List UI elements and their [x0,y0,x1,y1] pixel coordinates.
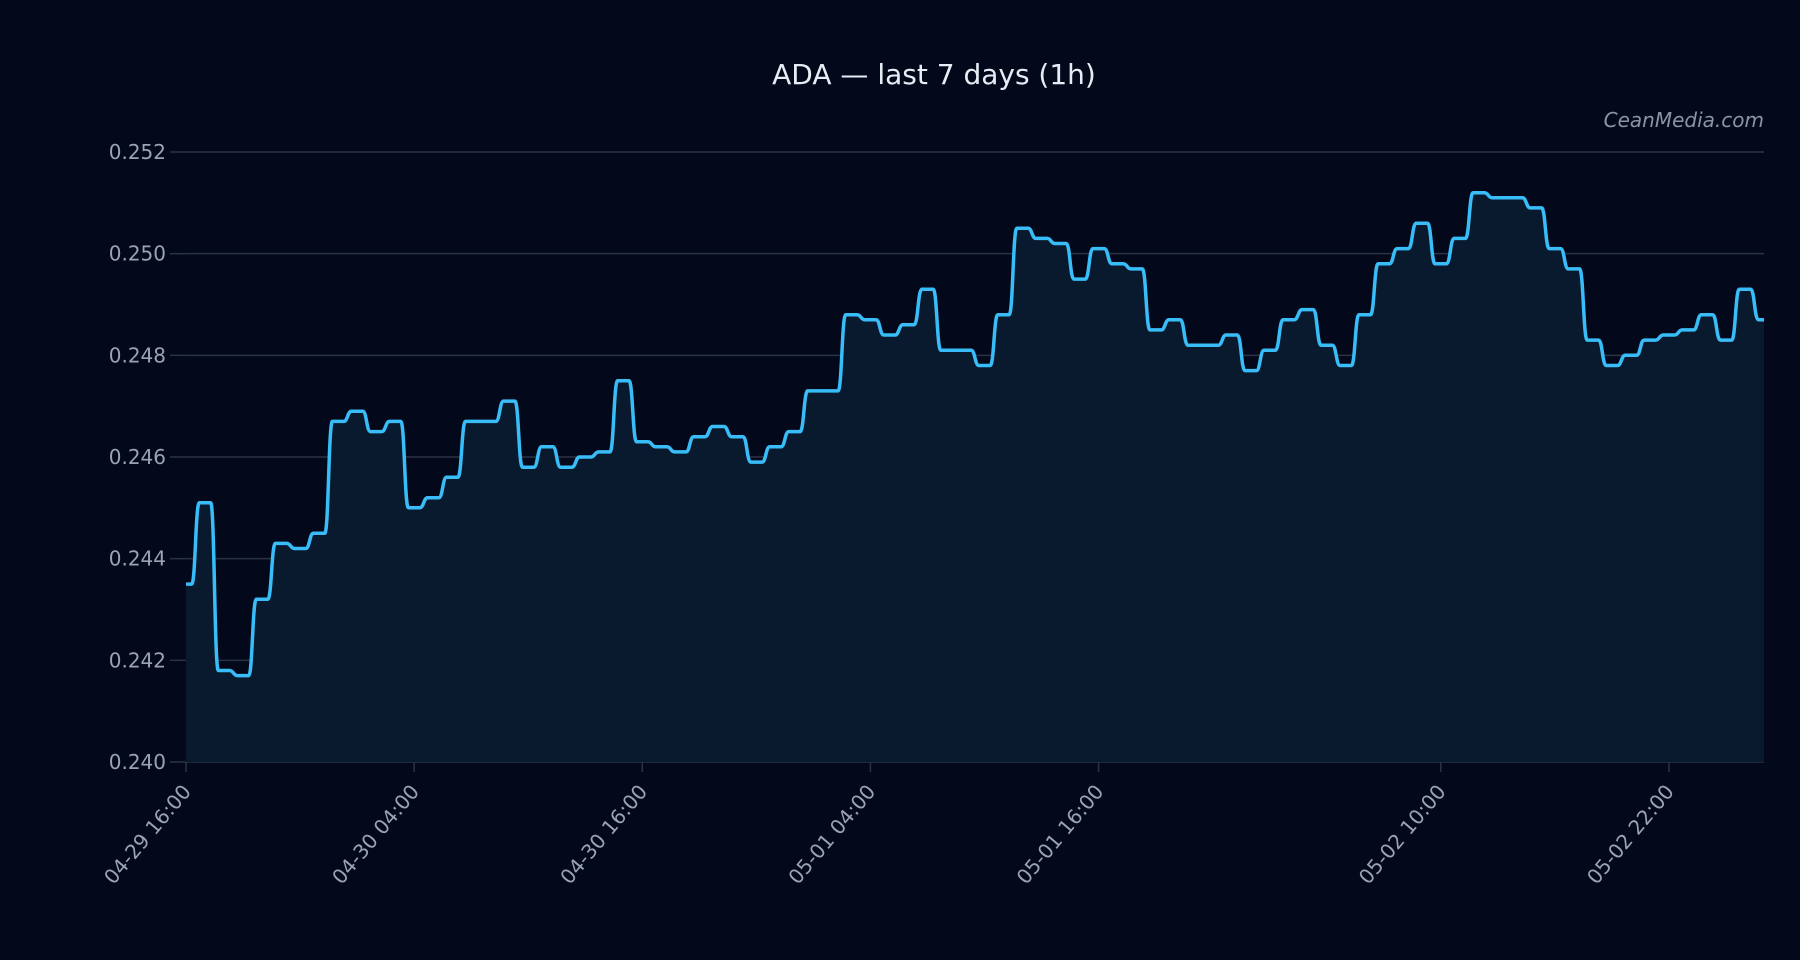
price-line [186,190,1764,678]
x-tick-label: 04-30 04:00 [327,780,424,889]
x-tick-label: 04-29 16:00 [99,780,196,889]
y-tick-label: 0.248 [109,343,166,367]
watermark-text: CeanMedia.com [1604,108,1764,132]
y-tick-label: 0.252 [109,140,166,164]
x-tick-label: 05-01 04:00 [783,780,880,889]
price-area-fill [186,192,1764,762]
y-tick-label: 0.250 [109,242,166,266]
y-tick-label: 0.246 [109,445,166,469]
x-tick-label: 05-02 22:00 [1582,780,1679,889]
x-axis-ticks: 04-29 16:00 04-30 04:00 04-30 16:00 05-01 0… [99,762,1679,889]
x-tick-label: 05-01 16:00 [1012,780,1109,889]
y-tick-label: 0.244 [109,547,166,571]
x-tick-label: 04-30 16:00 [555,780,652,889]
y-tick-label: 0.242 [109,648,166,672]
y-tick-label: 0.240 [109,750,166,774]
y-axis-ticks: 0.240 0.242 0.244 0.246 0.248 0.250 0.252 [109,140,186,774]
x-tick-label: 05-02 10:00 [1354,780,1451,889]
chart-title: ADA — last 7 days (1h) [772,58,1096,91]
